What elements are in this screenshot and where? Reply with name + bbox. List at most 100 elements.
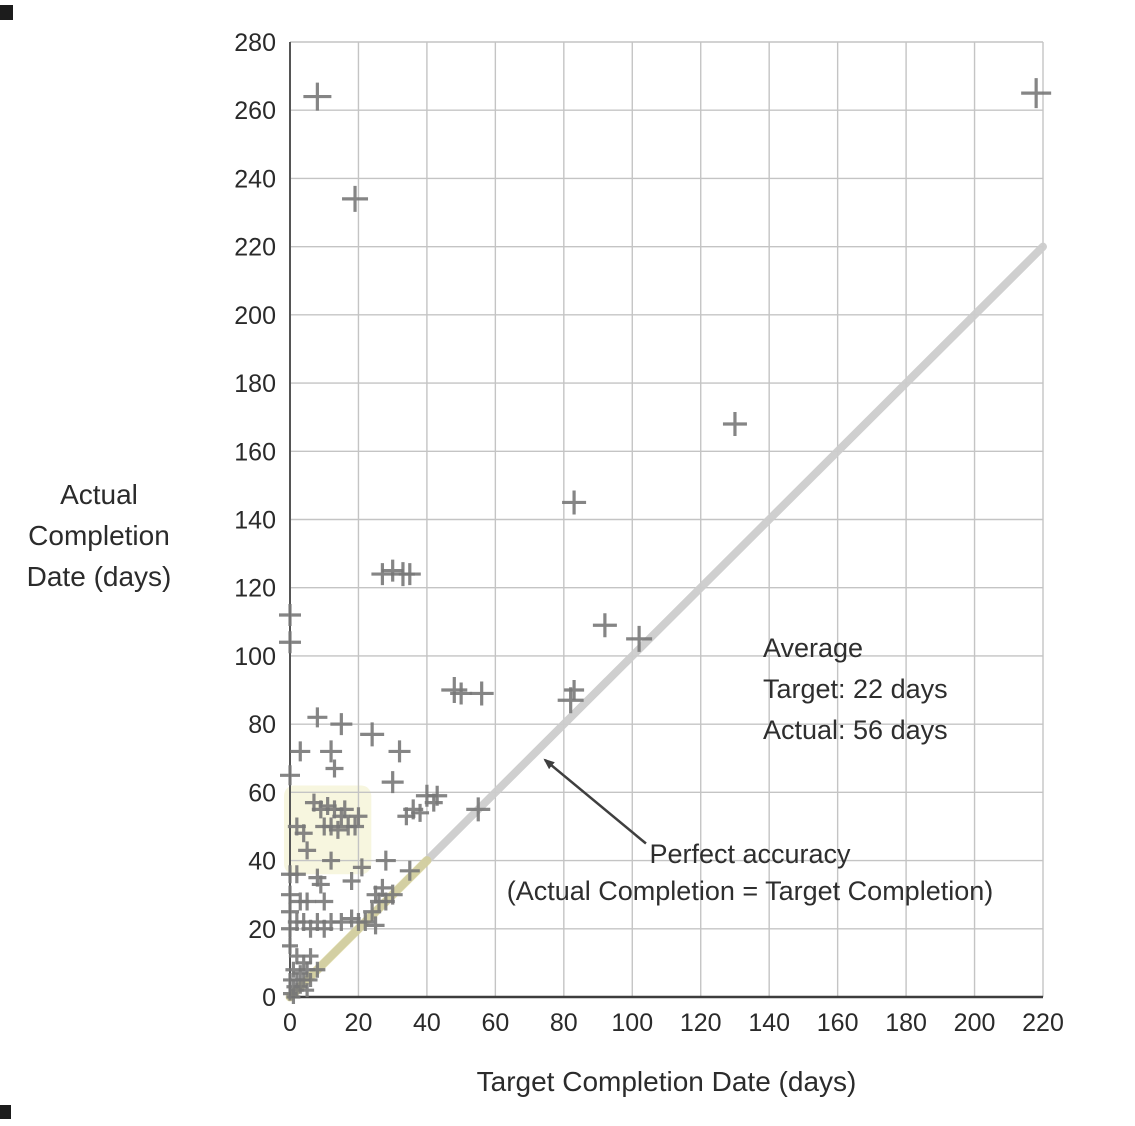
data-point-marker: [315, 892, 334, 911]
scan-artifact-bottom-left: [0, 1105, 11, 1119]
x-tick-label: 60: [481, 1009, 509, 1037]
data-point-marker: [287, 865, 306, 884]
data-point-marker: [342, 185, 369, 212]
y-axis-label-line: Actual: [60, 479, 138, 510]
data-point-marker: [303, 972, 318, 987]
data-points: [279, 78, 1052, 1004]
data-point-marker: [1021, 78, 1052, 109]
y-tick-label: 220: [234, 234, 276, 262]
y-tick-label: 140: [234, 507, 276, 535]
data-point-marker: [279, 604, 301, 626]
data-point-marker: [328, 820, 347, 839]
data-point-marker: [311, 875, 330, 894]
x-tick-label: 140: [748, 1009, 790, 1037]
data-point-marker: [301, 919, 320, 938]
data-point-marker: [330, 713, 353, 736]
x-tick-label: 220: [1022, 1009, 1064, 1037]
x-tick-label: 40: [413, 1009, 441, 1037]
data-point-marker: [307, 707, 328, 728]
data-point-marker: [399, 860, 420, 881]
data-point-marker: [309, 961, 326, 978]
data-point-marker: [282, 937, 298, 954]
y-tick-label: 100: [234, 643, 276, 671]
average-annotation-line: Actual: 56 days: [763, 715, 948, 745]
data-point-marker: [371, 563, 394, 586]
scan-artifact-top-left: [0, 5, 13, 20]
data-point-marker: [342, 872, 361, 891]
data-point-marker: [722, 412, 747, 436]
data-point-marker: [398, 563, 421, 586]
data-point-marker: [346, 817, 365, 836]
y-axis-label: Actual Completion Date (days): [0, 474, 198, 597]
x-axis-label: Target Completion Date (days): [476, 1066, 857, 1097]
data-point-marker: [281, 919, 299, 938]
annotation-arrow: [543, 758, 647, 845]
data-point-marker: [352, 858, 371, 877]
data-point-marker: [388, 740, 411, 763]
data-point-marker: [320, 740, 343, 763]
y-axis-label-line: Date (days): [26, 561, 172, 592]
perfect-accuracy-annotation-line: (Actual Completion = Target Completion): [506, 876, 994, 906]
data-point-marker: [381, 559, 404, 582]
data-point-marker: [564, 680, 585, 701]
data-point-marker: [366, 916, 385, 935]
data-point-marker: [280, 765, 300, 786]
y-tick-label: 240: [234, 165, 276, 193]
data-point-marker: [441, 677, 468, 704]
x-tick-label: 200: [954, 1009, 996, 1037]
x-tick-label: 100: [611, 1009, 653, 1037]
average-annotation-line: Average: [763, 633, 864, 663]
average-annotation: Average Target: 22 days Actual: 56 days: [763, 628, 948, 751]
x-tick-label: 20: [345, 1009, 373, 1037]
y-tick-label: 0: [262, 984, 276, 1012]
y-axis-label-line: Completion: [28, 520, 170, 551]
y-tick-label: 20: [248, 916, 276, 944]
axes: [289, 42, 1043, 999]
tick-labels: 0 20 40 60 80 100 120 140 160 180 200 220 0 20 40 60 80 1…: [234, 29, 1064, 1037]
y-tick-label: 60: [248, 779, 276, 807]
y-tick-label: 200: [234, 302, 276, 330]
data-point-marker: [294, 824, 313, 843]
data-point-marker: [363, 902, 382, 921]
x-tick-label: 160: [817, 1009, 859, 1037]
data-point-marker: [397, 807, 416, 826]
data-point-marker: [450, 682, 473, 705]
x-tick-label: 180: [885, 1009, 927, 1037]
y-tick-label: 280: [234, 29, 276, 57]
data-point-marker: [325, 759, 344, 778]
data-point-marker: [360, 722, 385, 747]
data-point-marker: [335, 800, 354, 819]
data-point-marker: [332, 912, 351, 931]
perfect-accuracy-annotation: Perfect accuracy (Actual Completion = Ta…: [400, 836, 1100, 910]
data-point-marker: [281, 902, 299, 921]
data-point-marker: [592, 613, 617, 638]
data-point-marker: [279, 631, 301, 654]
data-point-marker: [626, 625, 653, 652]
y-tick-label: 260: [234, 97, 276, 125]
data-point-marker: [281, 885, 299, 904]
data-point-marker: [349, 807, 368, 826]
data-point-marker: [376, 892, 395, 911]
data-point-marker: [562, 490, 587, 515]
data-point-marker: [322, 851, 341, 870]
data-point-marker: [303, 82, 332, 111]
data-point-marker: [424, 793, 443, 812]
y-tick-label: 120: [234, 575, 276, 603]
data-point-marker: [290, 741, 311, 762]
x-tick-label: 120: [680, 1009, 722, 1037]
average-annotation-line: Target: 22 days: [763, 674, 948, 704]
data-point-marker: [411, 803, 430, 822]
perfect-accuracy-annotation-line: Perfect accuracy: [649, 839, 851, 869]
y-tick-label: 40: [248, 848, 276, 876]
y-tick-label: 180: [234, 370, 276, 398]
data-point-marker: [375, 850, 396, 871]
data-point-marker: [381, 771, 404, 794]
data-point-marker: [466, 797, 491, 822]
data-point-marker: [298, 841, 317, 860]
x-tick-label: 0: [283, 1009, 297, 1037]
data-point-marker: [289, 983, 304, 998]
y-tick-label: 80: [248, 711, 276, 739]
data-point-marker: [298, 892, 317, 911]
